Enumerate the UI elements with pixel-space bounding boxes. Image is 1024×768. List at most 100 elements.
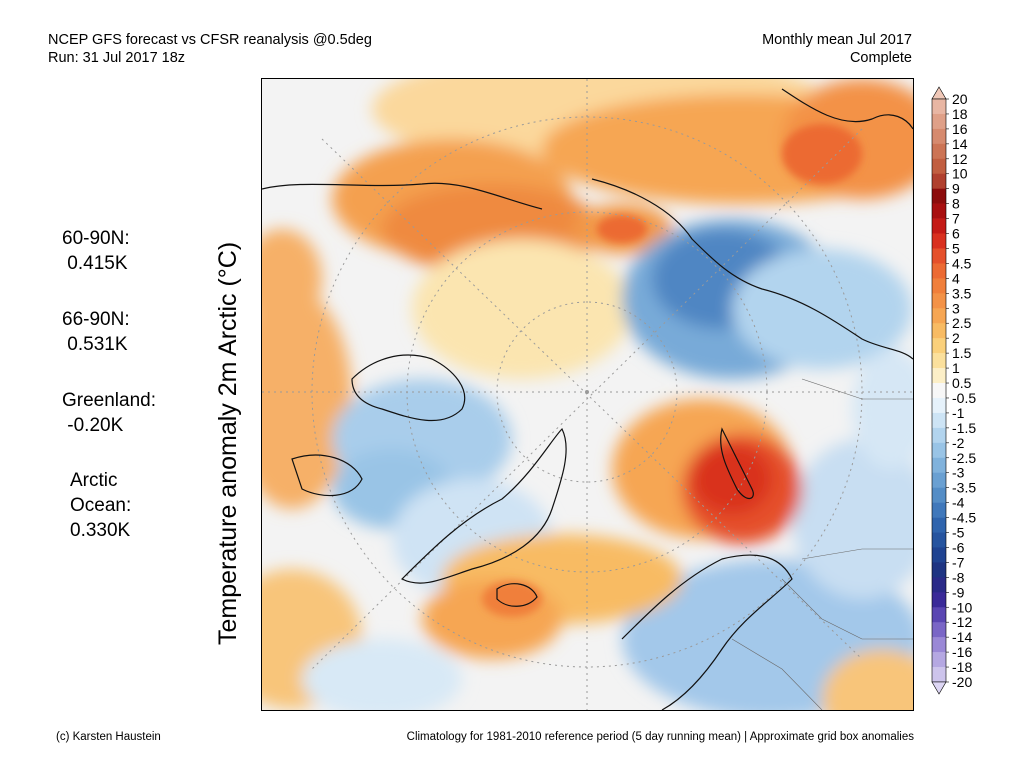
- colorbar-tick-label: -5: [952, 525, 965, 541]
- colorbar-swatch: [932, 278, 946, 294]
- colorbar-tick-label: 16: [952, 121, 968, 137]
- colorbar-swatch: [932, 188, 946, 204]
- stat-label: 60-90N:: [62, 228, 130, 249]
- colorbar-tick-label: -1.5: [952, 420, 976, 436]
- colorbar-swatch: [932, 412, 946, 429]
- colorbar-swatch: [932, 158, 946, 175]
- run-time: Run: 31 Jul 2017 18z: [48, 50, 186, 66]
- colorbar-tick-label: -4: [952, 495, 965, 511]
- novaya-zemlya-coastline: [720, 427, 754, 499]
- stat-label: Greenland:: [62, 390, 157, 411]
- colorbar-tick-label: 6: [952, 226, 960, 242]
- north-pole-marker: [585, 390, 589, 394]
- colorbar-tick-label: -0.5: [952, 390, 976, 406]
- colorbar-swatch: [932, 652, 946, 668]
- colorbar-tick-label: -4.5: [952, 510, 976, 526]
- colorbar: 201816141210987654.543.532.521.510.5-0.5…: [931, 86, 976, 695]
- colorbar-swatch: [932, 353, 946, 369]
- colorbar-swatch: [932, 457, 946, 474]
- colorbar-swatch: [932, 517, 946, 533]
- colorbar-swatch: [932, 427, 946, 444]
- colorbar-swatch: [932, 472, 946, 488]
- colorbar-swatch: [932, 233, 946, 249]
- colorbar-swatch: [932, 143, 946, 160]
- colorbar-swatch: [932, 622, 946, 638]
- colorbar-swatch: [932, 397, 946, 414]
- colorbar-tick-label: -20: [952, 674, 972, 690]
- colorbar-tick-label: 2: [952, 330, 960, 346]
- colorbar-tick-label: 12: [952, 151, 968, 167]
- stat-arctic-ocean: Arctic Ocean: 0.330K: [70, 468, 131, 543]
- colorbar-tick-label: -1: [952, 405, 965, 421]
- colorbar-tick-label: -7: [952, 554, 965, 570]
- colorbar-tick-label: -3.5: [952, 480, 976, 496]
- y-axis-title-text: Temperature anomaly 2m Arctic (°C): [214, 241, 242, 645]
- completeness-status: Complete: [849, 50, 912, 66]
- stat-label: 66-90N:: [62, 309, 130, 330]
- colorbar-tick-label: 1.5: [952, 345, 972, 361]
- stat-value: 0.330K: [70, 520, 131, 541]
- model-title: NCEP GFS forecast vs CFSR reanalysis @0.…: [48, 32, 372, 48]
- colorbar-tick-label: -18: [952, 659, 972, 675]
- colorbar-swatch: [932, 532, 946, 548]
- country-borders: [731, 378, 913, 710]
- stat-greenland: Greenland: -0.20K: [62, 388, 156, 438]
- colorbar-tick-label: -14: [952, 629, 972, 645]
- colorbar-swatch: [932, 293, 946, 309]
- colorbar-tick-label: -6: [952, 539, 965, 555]
- colorbar-tick-label: 10: [952, 166, 968, 182]
- colorbar-tick-label: 8: [952, 196, 960, 212]
- colorbar-tick-label: 1: [952, 360, 960, 376]
- colorbar-tick-label: 5: [952, 240, 960, 256]
- arctic-anomaly-map: [261, 78, 914, 711]
- colorbar-swatch: [932, 263, 946, 279]
- colorbar-tick-label: 3.5: [952, 285, 972, 301]
- colorbar-tick-label: 0.5: [952, 375, 972, 391]
- colorbar-tick-label: 3: [952, 300, 960, 316]
- colorbar-tick-label: 18: [952, 106, 968, 122]
- y-axis-title: Temperature anomaly 2m Arctic (°C): [214, 242, 243, 645]
- colorbar-swatch: [932, 592, 946, 608]
- colorbar-swatch: [932, 248, 946, 264]
- colorbar-tick-label: -2: [952, 435, 965, 451]
- iceland-coastline: [496, 583, 538, 607]
- colorbar-bottom-cap: [931, 681, 947, 695]
- colorbar-tick-label: -3: [952, 465, 965, 481]
- colorbar-tick-label: 4.5: [952, 255, 972, 271]
- colorbar-tick-label: 20: [952, 91, 968, 107]
- stat-value: 0.415K: [62, 253, 128, 274]
- stat-60-90n: 60-90N: 0.415K: [62, 226, 130, 276]
- colorbar-swatch: [932, 607, 946, 623]
- colorbar-tick-label: 2.5: [952, 315, 972, 331]
- climatology-note: Climatology for 1981-2010 reference peri…: [406, 731, 914, 743]
- header-right: Monthly mean Jul 2017 Complete: [762, 31, 912, 67]
- colorbar-tick-label: -10: [952, 599, 972, 615]
- colorbar-tick-label: 9: [952, 181, 960, 197]
- colorbar-tick-label: -9: [952, 584, 965, 600]
- colorbar-tick-label: 4: [952, 270, 960, 286]
- colorbar-swatch: [932, 667, 946, 683]
- colorbar-swatch: [932, 173, 946, 189]
- colorbar-top-cap: [931, 86, 947, 100]
- colorbar-swatch: [932, 383, 946, 399]
- stat-66-90n: 66-90N: 0.531K: [62, 307, 130, 357]
- colorbar-tick-label: 7: [952, 211, 960, 227]
- colorbar-swatch: [932, 99, 946, 115]
- colorbar-tick-label: -16: [952, 644, 972, 660]
- colorbar-swatch: [932, 368, 946, 384]
- colorbar-swatch: [932, 562, 946, 578]
- stat-value: 0.531K: [62, 334, 128, 355]
- header-left: NCEP GFS forecast vs CFSR reanalysis @0.…: [48, 31, 372, 67]
- colorbar-tick-label: 14: [952, 136, 968, 152]
- colorbar-swatch: [932, 487, 946, 503]
- stat-value: -0.20K: [62, 415, 124, 436]
- stat-label: Arctic: [70, 470, 118, 491]
- colorbar-tick-label: -12: [952, 614, 972, 630]
- colorbar-swatch: [932, 338, 946, 354]
- colorbar-tick-label: -8: [952, 569, 965, 585]
- colorbar-swatch: [932, 218, 946, 234]
- colorbar-tick-label: -2.5: [952, 450, 976, 466]
- period-title: Monthly mean Jul 2017: [762, 32, 912, 48]
- colorbar-swatch: [932, 637, 946, 653]
- colorbar-swatch: [932, 442, 946, 459]
